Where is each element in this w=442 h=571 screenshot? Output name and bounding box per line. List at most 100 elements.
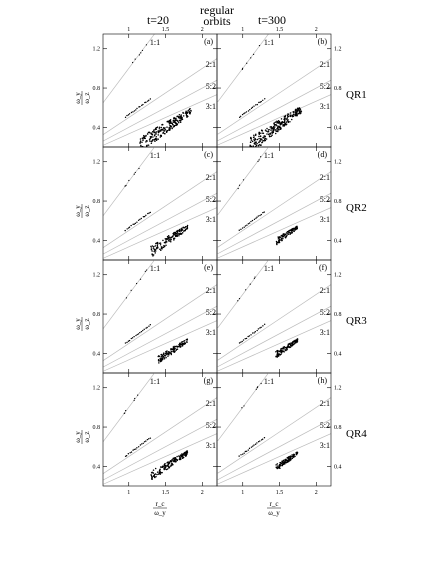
data-point [169, 460, 172, 463]
data-point [259, 214, 261, 217]
data-point [288, 343, 291, 345]
data-point [241, 340, 243, 343]
data-point [183, 453, 186, 455]
panel-frame [216, 146, 332, 261]
data-point [250, 446, 253, 448]
data-point [276, 350, 279, 352]
data-point [136, 333, 138, 336]
x-tick-label: 1.5 [276, 490, 284, 496]
data-point [257, 441, 260, 443]
data-point [170, 353, 173, 356]
data-point [160, 134, 163, 137]
data-point [143, 441, 146, 443]
data-point [149, 140, 151, 143]
data-point [260, 326, 262, 329]
data-point [143, 328, 145, 331]
panel-d: 0.4 0.8 1.2 (d) 1:1 2:1 5:2 3:1 [216, 146, 342, 261]
data-point [149, 211, 152, 214]
data-point [169, 128, 171, 131]
data-point [280, 350, 282, 353]
data-point [280, 122, 282, 125]
data-point [276, 121, 279, 123]
data-point [145, 327, 147, 329]
data-point [253, 332, 255, 334]
resonance-line-3-1 [103, 320, 217, 372]
data-point [172, 463, 174, 466]
panel-frame [216, 259, 332, 374]
data-point [127, 340, 130, 342]
data-point [260, 213, 262, 216]
resonance-line-5-2 [103, 192, 217, 255]
data-point [253, 444, 255, 446]
data-point [291, 455, 293, 458]
data-point [241, 68, 243, 70]
data-point [167, 120, 170, 122]
data-point [126, 341, 128, 344]
data-point [287, 231, 290, 233]
data-point [300, 110, 303, 113]
data-point [296, 338, 298, 341]
data-point [172, 350, 174, 353]
data-point [177, 120, 179, 123]
data-point [241, 407, 243, 409]
data-point [291, 115, 294, 118]
data-point [269, 135, 271, 138]
data-point [178, 458, 181, 461]
data-point [258, 44, 261, 47]
data-point [170, 240, 172, 243]
data-point [158, 131, 160, 133]
data-point [139, 140, 142, 142]
data-point [135, 109, 137, 111]
data-point [170, 462, 173, 464]
resonance-line-2-1 [217, 58, 331, 136]
data-point [125, 184, 127, 187]
data-point [159, 136, 162, 138]
data-point [263, 437, 266, 439]
resonance-line-1-1 [103, 34, 155, 103]
data-point [248, 335, 251, 337]
data-point [272, 130, 274, 133]
y-tick-label: 1.2 [93, 273, 101, 279]
data-point [179, 346, 181, 348]
data-point [125, 409, 127, 412]
data-point [240, 228, 242, 231]
y-tick-label: 0.4 [93, 125, 101, 131]
data-point [133, 223, 135, 225]
data-point [278, 463, 281, 466]
data-point [160, 249, 162, 252]
data-point [244, 112, 246, 114]
resonance-label-2-1: 2:1 [320, 399, 330, 408]
data-point [159, 244, 162, 246]
data-point [259, 140, 261, 142]
data-point [281, 461, 284, 463]
data-point [253, 142, 256, 145]
data-point [149, 437, 152, 439]
data-point [145, 269, 148, 271]
y-label-num: ω_y [74, 205, 82, 217]
y-axis-label-row4: ω_y ω_z [74, 430, 91, 444]
data-point [238, 455, 240, 457]
data-point [266, 133, 268, 135]
data-point [142, 136, 145, 138]
data-point [159, 357, 161, 359]
data-point [249, 283, 251, 285]
data-point [154, 252, 156, 254]
data-point [176, 455, 178, 458]
y-tick-label: 0.8 [334, 425, 342, 431]
data-point [279, 128, 282, 131]
data-point [154, 248, 156, 251]
panel-letter: (f) [319, 263, 327, 272]
x-tick-label: 1 [127, 27, 130, 33]
resonance-line-2-1 [103, 397, 217, 475]
data-point [124, 185, 126, 187]
data-point [290, 342, 293, 344]
data-point [288, 460, 290, 462]
data-point [255, 217, 257, 219]
data-point [131, 337, 134, 339]
data-point [292, 454, 295, 457]
data-point [148, 99, 150, 102]
resonance-line-5-2 [217, 418, 331, 481]
panel-letter: (h) [318, 376, 328, 385]
data-point [182, 111, 184, 114]
data-point [165, 131, 168, 133]
